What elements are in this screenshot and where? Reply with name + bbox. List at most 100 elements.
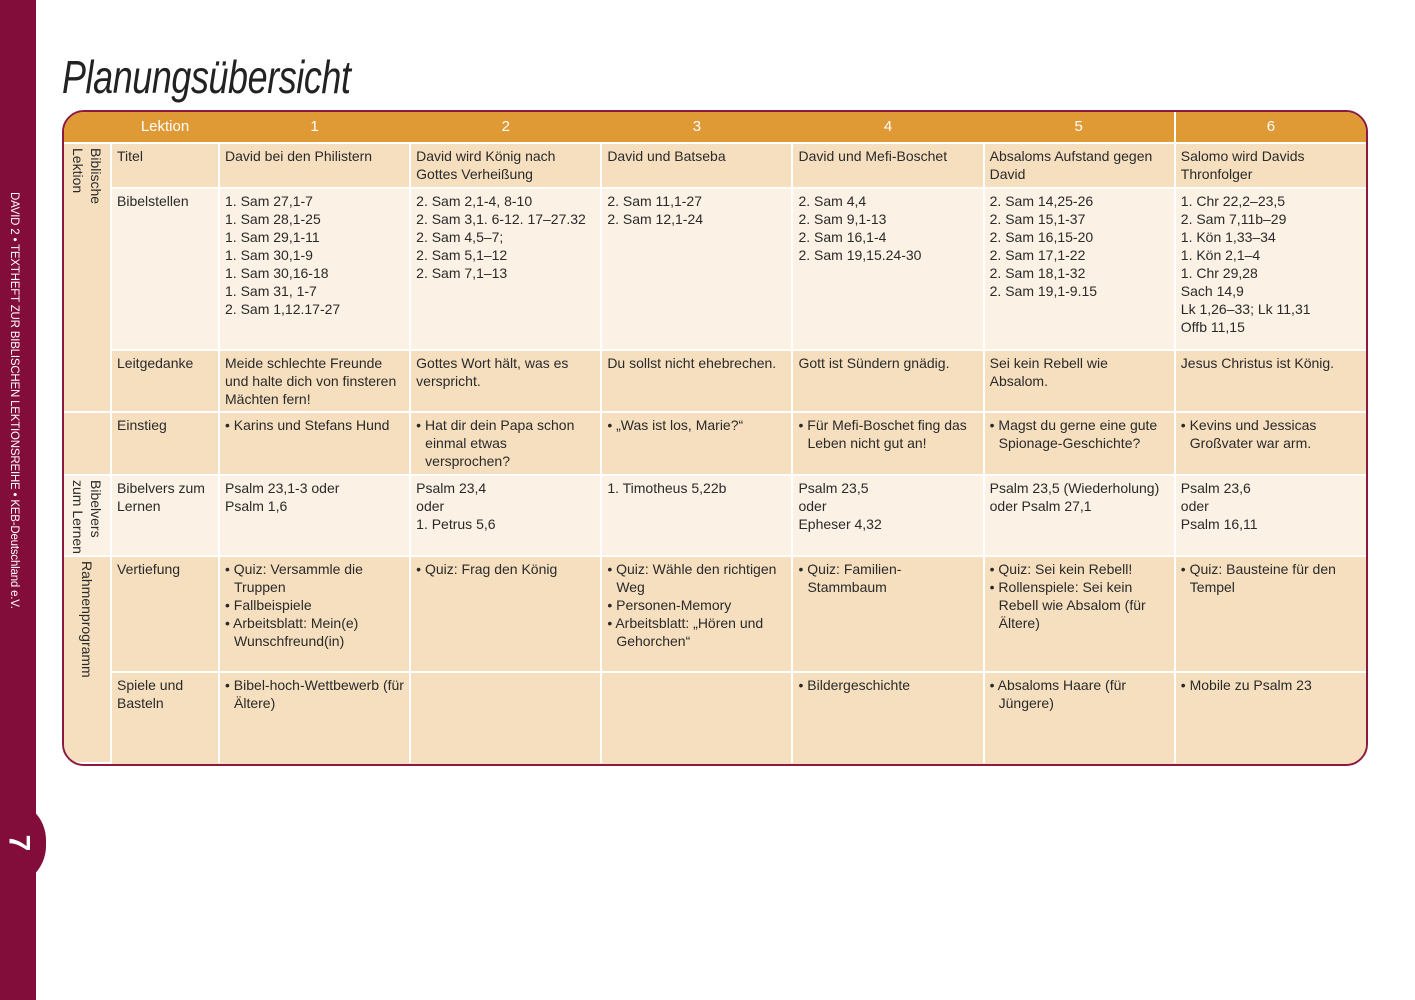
table-cell: Du sollst nicht ehebrechen.: [600, 348, 794, 414]
bullet-icon: •: [798, 561, 808, 578]
bullet-text: Für Mefi-Boschet fing das Leben nicht gu…: [807, 417, 967, 452]
row-group-text: Biblische Lektion: [69, 148, 105, 204]
cell-line: 2. Sam 9,1-13: [798, 210, 887, 227]
page-number: 7: [2, 834, 36, 852]
table-cell: [600, 670, 794, 763]
table-cell: • Mobile zu Psalm 23: [1173, 670, 1366, 763]
row-group-text: Rahmenprogramm: [78, 561, 96, 678]
bullet-icon: •: [607, 417, 617, 434]
cell-line: 2. Sam 19,1-9.15: [989, 282, 1098, 299]
row-label: Titel: [110, 143, 220, 189]
cell-line: oder: [1180, 498, 1209, 515]
cell-line: Sach 14,9: [1180, 282, 1244, 299]
table-row: Biblische Lektion Titel David bei den Phili…: [64, 143, 1366, 414]
bullet-text: Mobile zu Psalm 23: [1189, 676, 1312, 693]
table-row: Rahmenprogramm Vertiefung • Quiz: Versamml…: [64, 555, 1366, 764]
cell-line: Sei kein Rebell wie Absalom.: [989, 354, 1108, 389]
bullet-item: • Arbeitsblatt: Mein(e) Wunschfreund(in): [225, 614, 404, 650]
header-lektion: Lektion: [111, 112, 219, 144]
header-lesson-2: 2: [410, 112, 602, 144]
table-row: Bibelstellen 1. Sam 27,1-7 1. Sam 28,1-25 1…: [64, 186, 1366, 351]
bullet-item: • Quiz: Familien-Stammbaum: [798, 560, 977, 596]
row-group-line: Biblische: [88, 148, 104, 205]
cell-line: Absaloms Aufstand gegen David: [989, 148, 1153, 182]
cell-line: 2. Sam 2,1-4, 8-10: [416, 192, 533, 209]
table-cell: Psalm 23,1-3 oder Psalm 1,6: [217, 474, 412, 558]
cell-line: Gottes Wort hält, was es verspricht.: [416, 354, 569, 389]
table-row: Bibelvers zum Lernen Bibelvers zum Lernen P…: [64, 474, 1366, 558]
cell-line: 1. Petrus 5,6: [416, 516, 496, 533]
table-cell: • Magst du gerne eine gute Spionage-Gesc…: [982, 411, 1176, 477]
bullet-item: • Hat dir dein Papa schon einmal etwas v…: [416, 416, 595, 470]
bullet-icon: •: [1180, 676, 1190, 693]
cell-line: 1. Chr 29,28: [1180, 264, 1258, 281]
cell-line: 1. Sam 30,1-9: [225, 246, 313, 263]
cell-line: Psalm 23,6: [1180, 480, 1251, 497]
cell-line: Gott ist Sündern gnädig.: [798, 354, 950, 371]
cell-line: oder: [798, 498, 827, 515]
cell-line: 2. Sam 15,1-37: [989, 210, 1086, 227]
cell-line: 2. Sam 4,5–7;: [416, 228, 504, 245]
bullet-item: • Arbeitsblatt: „Hören und Gehorchen“: [607, 614, 786, 650]
cell-line: Psalm 23,5: [798, 480, 869, 497]
table-cell: • Quiz: Sei kein Rebell! • Rollenspiele: …: [982, 555, 1176, 673]
bullet-text: Karins und Stefans Hund: [233, 417, 390, 434]
bullet-text: Quiz: Bausteine für den Tempel: [1189, 561, 1336, 596]
cell-line: Epheser 4,32: [798, 516, 882, 533]
header-lesson-1: 1: [219, 112, 411, 144]
row-label: Bibelvers zum Lernen: [110, 474, 220, 558]
bullet-text: Hat dir dein Papa schon einmal etwas ver…: [424, 417, 575, 470]
bullet-icon: •: [416, 417, 425, 434]
cell-line: David wird König nach Gottes Verheißung: [416, 148, 556, 182]
bullet-text: Magst du gerne eine gute Spionage-Geschi…: [998, 417, 1158, 452]
bullet-icon: •: [989, 561, 999, 578]
bullet-icon: •: [607, 561, 617, 578]
cell-line: Meide schlechte Freunde und halte dich v…: [225, 354, 397, 407]
row-group-label: Biblische Lektion: [64, 143, 112, 414]
table-cell: 2. Sam 11,1-27 2. Sam 12,1-24: [600, 186, 794, 351]
bullet-icon: •: [989, 676, 998, 693]
bullet-icon: •: [798, 417, 808, 434]
table-cell: 2. Sam 4,4 2. Sam 9,1-13 2. Sam 16,1-4 2. S…: [791, 186, 985, 351]
table-cell: David und Mefi-Boschet: [791, 143, 985, 189]
bullet-text: Absaloms Haare (für Jüngere): [997, 676, 1127, 711]
bullet-item: • Magst du gerne eine gute Spionage-Gesc…: [990, 416, 1169, 452]
bullet-icon: •: [989, 579, 999, 596]
bullet-item: • Quiz: Frag den König: [416, 560, 595, 578]
table-cell: • Quiz: Bausteine für den Tempel: [1173, 555, 1366, 673]
header-lesson-6: 6: [1173, 112, 1366, 144]
cell-line: 2. Sam 12,1-24: [607, 210, 704, 227]
cell-line: Du sollst nicht ehebrechen.: [607, 354, 777, 371]
bullet-icon: •: [607, 597, 617, 614]
bullet-item: • Bildergeschichte: [798, 676, 977, 694]
bullet-icon: •: [1180, 561, 1190, 578]
cell-line: oder: [416, 498, 445, 515]
bullet-icon: •: [416, 561, 425, 578]
bullet-text: Bibel-hoch-Wettbewerb (für Ältere): [233, 676, 404, 711]
bullet-text: „Was ist los, Marie?“: [616, 417, 744, 434]
bullet-text: Bildergeschichte: [807, 676, 910, 693]
bullet-item: • Quiz: Sei kein Rebell!: [990, 560, 1169, 578]
bullet-text: Quiz: Wähle den richtigen Weg: [616, 561, 777, 596]
bullet-text: Arbeitsblatt: Mein(e) Wunschfreund(in): [233, 615, 359, 650]
row-group-label: [64, 411, 112, 477]
bullet-icon: •: [225, 417, 234, 434]
table-row: Spiele und Basteln • Bibel-hoch-Wettbewer…: [64, 670, 1366, 763]
bullet-text: Quiz: Versammle die Truppen: [233, 561, 363, 596]
cell-line: 1. Sam 27,1-7: [225, 192, 313, 209]
cell-line: 1. Kön 1,33–34: [1180, 228, 1276, 245]
bullet-text: Rollenspiele: Sei kein Rebell wie Absalo…: [998, 579, 1146, 632]
table-cell: • Karins und Stefans Hund: [217, 411, 412, 477]
cell-line: Psalm 16,11: [1180, 516, 1258, 533]
table-cell: • Quiz: Familien-Stammbaum: [791, 555, 985, 673]
row-label: Spiele und Basteln: [111, 670, 220, 763]
bullet-icon: •: [225, 597, 234, 614]
cell-line: Psalm 23,1-3 oder: [225, 480, 340, 497]
cell-line: 2. Sam 19,15.24-30: [798, 246, 922, 263]
row-group-label: Rahmenprogramm: [64, 555, 112, 764]
table-cell: Absaloms Aufstand gegen David: [982, 143, 1176, 189]
bullet-item: • Fallbeispiele: [225, 596, 404, 614]
bullet-item: • Personen-Memory: [607, 596, 786, 614]
